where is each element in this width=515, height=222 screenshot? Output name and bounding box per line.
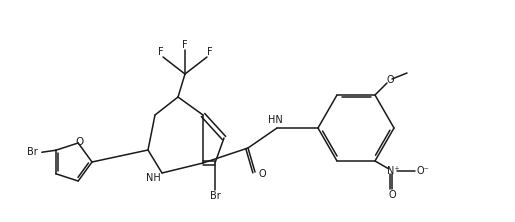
Text: F: F bbox=[207, 47, 213, 57]
Text: Br: Br bbox=[210, 191, 220, 201]
Text: F: F bbox=[182, 40, 188, 50]
Text: F: F bbox=[158, 47, 164, 57]
Text: HN: HN bbox=[268, 115, 282, 125]
Text: O: O bbox=[388, 190, 396, 200]
Text: O⁻: O⁻ bbox=[417, 166, 430, 176]
Text: NH: NH bbox=[146, 173, 160, 183]
Text: Br: Br bbox=[27, 147, 38, 157]
Text: O: O bbox=[75, 137, 83, 147]
Text: O: O bbox=[258, 169, 266, 179]
Text: N⁺: N⁺ bbox=[387, 166, 399, 176]
Text: O: O bbox=[386, 75, 394, 85]
